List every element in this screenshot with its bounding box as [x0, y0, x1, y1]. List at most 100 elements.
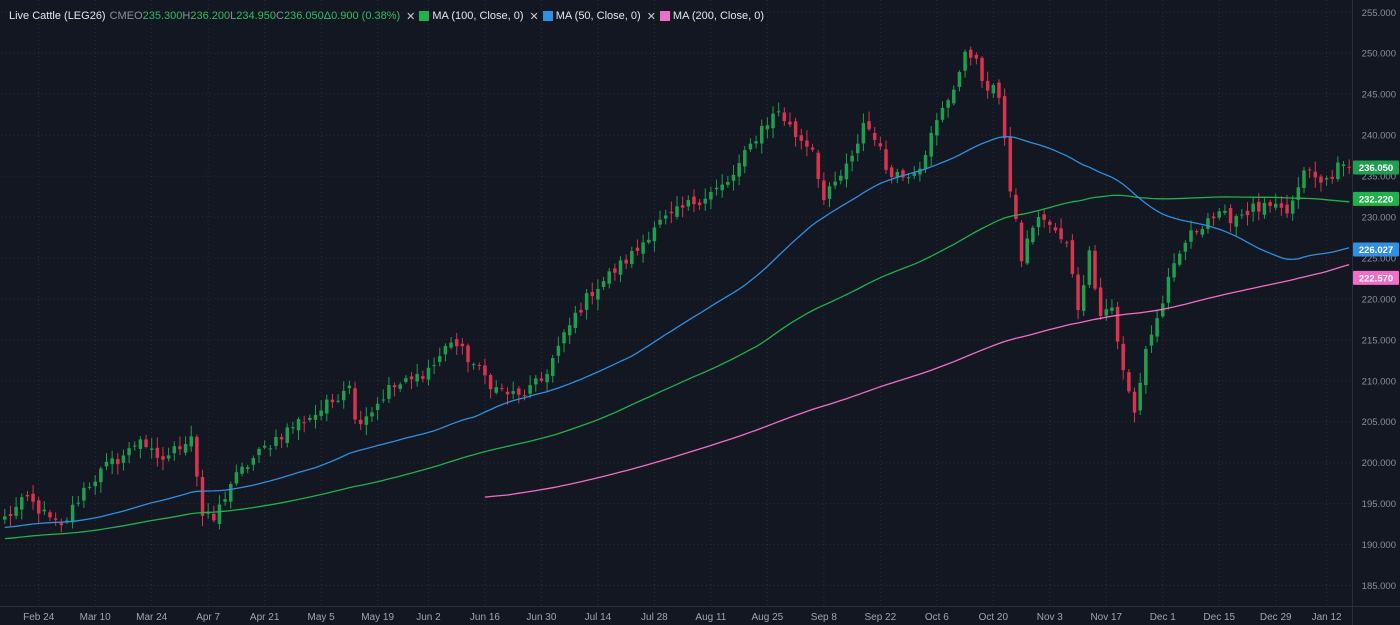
candle-body: [471, 364, 476, 366]
candle-body: [839, 175, 843, 181]
candle-body: [99, 468, 103, 483]
candle-body: [477, 365, 482, 367]
candle-body: [579, 309, 583, 313]
candle-body: [149, 448, 154, 450]
candle-body: [466, 345, 470, 363]
candle-body: [844, 163, 849, 180]
x-tick-label: Feb 24: [23, 612, 55, 623]
candle-body: [483, 365, 487, 376]
candle-body: [968, 49, 973, 58]
candle-body: [500, 388, 504, 390]
candle-body: [460, 343, 465, 347]
candle-body: [138, 439, 143, 449]
candle-body: [1194, 231, 1199, 233]
x-tick-label: Jan 12: [1312, 612, 1342, 623]
y-tick-label: 215.000: [1362, 335, 1396, 346]
y-tick-label: 240.000: [1362, 131, 1396, 142]
candle-body: [630, 250, 634, 265]
x-tick-label: Aug 11: [695, 612, 726, 623]
candle-body: [313, 414, 318, 420]
candle-body: [426, 367, 431, 380]
candle-body: [1217, 211, 1222, 218]
candle-body: [189, 436, 193, 447]
candle-body: [454, 339, 459, 347]
candle-body: [607, 271, 611, 284]
indicator-ma200[interactable]: ✕ MA (200, Close, 0): [647, 10, 764, 23]
price-tag-label: 236.050: [1359, 163, 1393, 174]
close-icon[interactable]: ✕: [406, 10, 416, 23]
y-tick-label: 255.000: [1362, 8, 1396, 19]
close-icon[interactable]: ✕: [646, 10, 656, 23]
ma100-swatch: [419, 11, 430, 21]
y-tick-label: 220.000: [1362, 294, 1396, 305]
candle-body: [48, 512, 52, 518]
open-value: 235.300: [142, 10, 183, 22]
candle-body: [550, 358, 555, 376]
candle-body: [850, 155, 854, 162]
candle-body: [1070, 240, 1075, 274]
candle-body: [545, 373, 549, 383]
candle-body: [1257, 201, 1261, 212]
candle-body: [534, 378, 538, 385]
candle-body: [200, 477, 205, 516]
candle-body: [957, 72, 962, 87]
candle-body: [1093, 250, 1097, 289]
candle-body: [1121, 343, 1125, 371]
ma50-label: MA (50, Close, 0): [555, 10, 641, 22]
candle-body: [262, 445, 267, 448]
candle-body: [861, 123, 866, 144]
x-tick-label: Dec 29: [1260, 612, 1292, 623]
candle-body: [8, 513, 13, 517]
x-tick-label: May 5: [308, 612, 336, 623]
candle-body: [1341, 164, 1346, 166]
price-tag: [1353, 191, 1399, 206]
candle-body: [788, 121, 792, 125]
candle-body: [1296, 187, 1301, 200]
candle-body: [1240, 214, 1244, 216]
candle-body: [1104, 309, 1109, 316]
candle-body: [1172, 263, 1176, 278]
change-value: Δ0.900 (0.38%): [323, 10, 401, 22]
x-tick-label: Apr 7: [196, 612, 220, 623]
x-tick-label: Oct 6: [925, 612, 949, 623]
candle-body: [172, 446, 177, 454]
candle-body: [285, 427, 290, 443]
candle-body: [353, 388, 357, 420]
candle-body: [1110, 307, 1114, 311]
candle-body: [404, 378, 408, 382]
candle-body: [1313, 171, 1318, 178]
candle-body: [997, 82, 1001, 98]
candle-body: [1262, 202, 1267, 215]
candle-body: [1245, 210, 1250, 216]
ma200-label: MA (200, Close, 0): [672, 10, 764, 22]
candle-body: [1053, 227, 1058, 231]
indicator-ma100[interactable]: ✕ MA (100, Close, 0): [406, 10, 523, 23]
candle-body: [613, 268, 617, 273]
candle-body: [364, 416, 369, 425]
candle-body: [1347, 166, 1351, 168]
candle-body: [567, 325, 572, 336]
candle-body: [759, 126, 764, 144]
close-icon[interactable]: ✕: [529, 10, 539, 23]
exchange-name: CME: [109, 10, 135, 22]
candle-body: [940, 107, 945, 120]
candle-body: [87, 486, 92, 488]
ma100-label: MA (100, Close, 0): [432, 10, 524, 22]
chart-legend: Live Cattle (LEG26) CME O 235.300 H 236.…: [9, 8, 764, 24]
candle-body: [132, 445, 137, 447]
candle-body: [144, 439, 148, 447]
candle-body: [652, 227, 657, 242]
candle-body: [291, 427, 295, 429]
candle-body: [93, 481, 97, 487]
candle-body: [596, 288, 600, 300]
candle-body: [1081, 285, 1086, 311]
candle-body: [1273, 203, 1278, 208]
candle-body: [1183, 242, 1188, 252]
candle-body: [703, 198, 707, 204]
indicator-ma50[interactable]: ✕ MA (50, Close, 0): [529, 10, 640, 23]
candle-body: [647, 239, 651, 243]
price-tag-label: 232.220: [1359, 194, 1393, 205]
candle-body: [816, 152, 820, 180]
